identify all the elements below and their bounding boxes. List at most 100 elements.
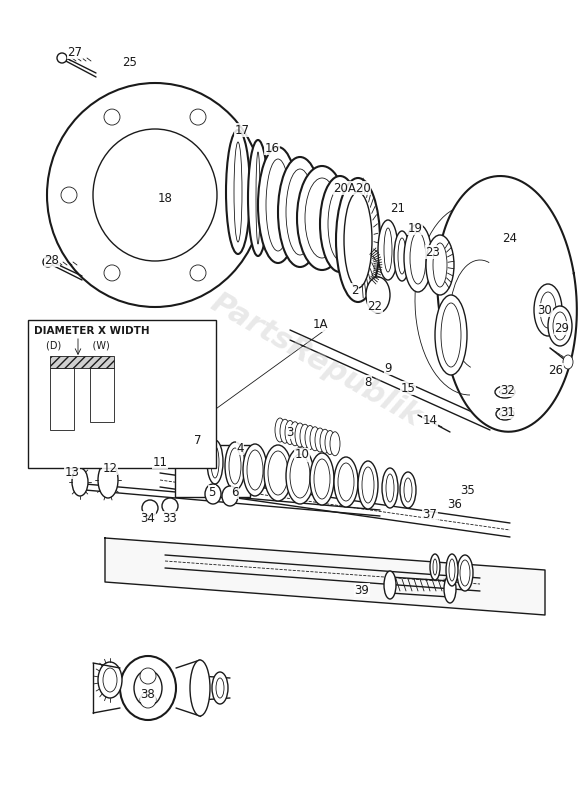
Ellipse shape — [120, 656, 176, 720]
Ellipse shape — [398, 238, 406, 274]
Text: 32: 32 — [500, 383, 516, 397]
Ellipse shape — [314, 459, 330, 499]
Text: 22: 22 — [367, 299, 383, 313]
Bar — [175, 445, 250, 497]
Text: 23: 23 — [426, 246, 440, 258]
Ellipse shape — [104, 265, 120, 281]
Bar — [28, 320, 216, 468]
Ellipse shape — [104, 109, 120, 125]
Text: 15: 15 — [401, 382, 415, 394]
Text: 24: 24 — [502, 231, 517, 245]
Ellipse shape — [305, 426, 315, 450]
Ellipse shape — [286, 169, 314, 255]
Ellipse shape — [190, 109, 206, 125]
Ellipse shape — [400, 472, 416, 508]
Ellipse shape — [378, 220, 398, 280]
Ellipse shape — [334, 457, 358, 507]
Ellipse shape — [320, 430, 330, 454]
Ellipse shape — [500, 389, 510, 395]
Text: 1A: 1A — [312, 318, 328, 331]
Text: 5: 5 — [208, 486, 215, 498]
Text: 28: 28 — [44, 254, 60, 266]
Ellipse shape — [280, 419, 290, 443]
Text: 27: 27 — [68, 46, 82, 58]
Bar — [90, 368, 114, 422]
Ellipse shape — [449, 559, 455, 581]
Text: 34: 34 — [141, 511, 155, 525]
Ellipse shape — [410, 232, 426, 284]
Text: 8: 8 — [364, 375, 371, 389]
Ellipse shape — [305, 178, 339, 258]
Ellipse shape — [162, 498, 178, 514]
Text: 38: 38 — [141, 689, 155, 702]
Bar — [50, 356, 114, 368]
Ellipse shape — [386, 474, 394, 502]
Ellipse shape — [258, 147, 298, 263]
Text: 39: 39 — [354, 583, 370, 597]
Ellipse shape — [248, 140, 268, 256]
Ellipse shape — [534, 284, 562, 336]
Ellipse shape — [216, 678, 224, 698]
Ellipse shape — [229, 448, 241, 484]
Ellipse shape — [207, 440, 223, 484]
Ellipse shape — [382, 468, 398, 508]
Ellipse shape — [320, 176, 360, 272]
Ellipse shape — [404, 478, 412, 502]
Ellipse shape — [140, 692, 156, 708]
Ellipse shape — [325, 430, 335, 454]
Text: 7: 7 — [194, 434, 201, 446]
Ellipse shape — [226, 130, 250, 254]
Ellipse shape — [43, 257, 53, 267]
Text: (D)          (W): (D) (W) — [46, 340, 110, 350]
Text: 25: 25 — [123, 55, 137, 69]
Ellipse shape — [338, 463, 354, 501]
Ellipse shape — [441, 303, 461, 367]
Ellipse shape — [285, 421, 295, 445]
Text: 21: 21 — [391, 202, 405, 214]
Ellipse shape — [278, 157, 322, 267]
Text: 6: 6 — [231, 486, 239, 498]
Ellipse shape — [394, 231, 410, 281]
Ellipse shape — [140, 668, 156, 684]
Ellipse shape — [430, 554, 440, 580]
Polygon shape — [437, 176, 577, 432]
Text: 20A20: 20A20 — [333, 182, 371, 194]
Text: 19: 19 — [408, 222, 422, 234]
Text: 35: 35 — [461, 483, 475, 497]
Ellipse shape — [212, 672, 228, 704]
Ellipse shape — [134, 670, 162, 706]
Text: 33: 33 — [162, 511, 178, 525]
Ellipse shape — [315, 428, 325, 452]
Text: 17: 17 — [235, 123, 249, 137]
Text: 36: 36 — [447, 498, 463, 511]
Ellipse shape — [290, 422, 300, 446]
Ellipse shape — [300, 424, 310, 448]
Ellipse shape — [297, 166, 347, 270]
Ellipse shape — [433, 559, 437, 575]
Ellipse shape — [268, 451, 288, 495]
Ellipse shape — [495, 386, 515, 398]
Ellipse shape — [190, 265, 206, 281]
Ellipse shape — [266, 159, 290, 251]
Ellipse shape — [336, 178, 380, 302]
Ellipse shape — [548, 306, 572, 346]
Ellipse shape — [404, 224, 432, 292]
Ellipse shape — [295, 423, 305, 447]
Ellipse shape — [540, 292, 556, 328]
Ellipse shape — [275, 418, 285, 442]
Text: 3: 3 — [286, 426, 294, 438]
Ellipse shape — [384, 228, 392, 272]
Text: 14: 14 — [422, 414, 437, 426]
Ellipse shape — [362, 467, 374, 503]
Text: 37: 37 — [423, 509, 437, 522]
Ellipse shape — [433, 243, 447, 287]
Ellipse shape — [328, 188, 352, 260]
Polygon shape — [105, 538, 545, 615]
Ellipse shape — [446, 554, 458, 586]
Ellipse shape — [98, 662, 122, 698]
Ellipse shape — [563, 355, 573, 369]
Text: 29: 29 — [554, 322, 569, 334]
Ellipse shape — [190, 660, 210, 716]
Ellipse shape — [290, 454, 310, 498]
Ellipse shape — [330, 432, 340, 456]
